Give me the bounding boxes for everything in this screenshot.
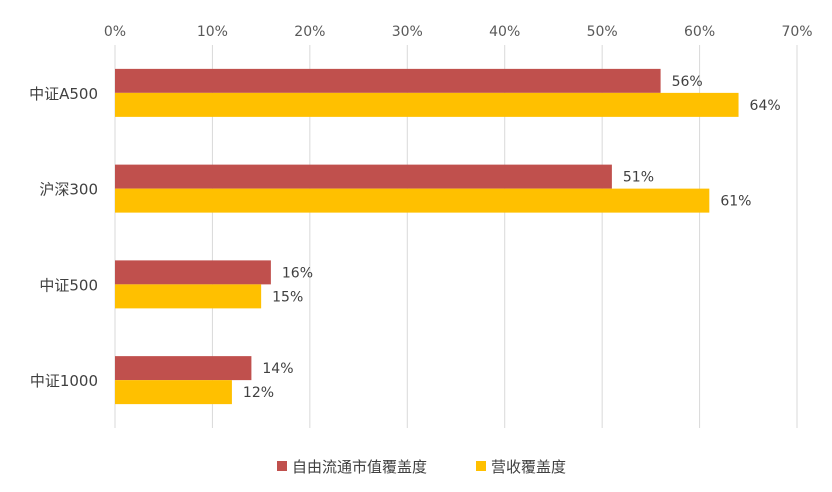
data-label: 56%: [672, 74, 703, 90]
bar: [115, 380, 232, 405]
x-tick-label: 40%: [489, 24, 520, 40]
bar: [115, 188, 710, 213]
data-label: 51%: [623, 170, 654, 186]
legend-swatch: [277, 461, 287, 471]
data-label: 12%: [243, 385, 274, 401]
x-tick-label: 70%: [781, 24, 812, 40]
legend-label: 自由流通市值覆盖度: [292, 458, 427, 476]
data-label: 16%: [282, 265, 313, 281]
legend: 自由流通市值覆盖度 营收覆盖度: [277, 458, 566, 476]
x-tick-label: 30%: [392, 24, 423, 40]
data-label: 15%: [272, 289, 303, 305]
category-label: 中证500: [39, 276, 98, 294]
x-tick-label: 20%: [294, 24, 325, 40]
x-tick-label: 10%: [197, 24, 228, 40]
bar: [115, 260, 271, 285]
x-tick-label: 0%: [104, 24, 126, 40]
data-label: 14%: [262, 361, 293, 377]
bars: 56% 64% 51% 61% 16% 15% 14% 12%: [115, 68, 781, 405]
data-label: 61%: [720, 194, 751, 210]
data-label: 64%: [750, 98, 781, 114]
bar: [115, 284, 262, 309]
bar: [115, 164, 612, 189]
category-labels: 中证A500 沪深300 中证500 中证1000: [29, 85, 98, 390]
bar: [115, 356, 252, 381]
category-label: 中证1000: [30, 372, 98, 390]
bar: [115, 92, 739, 117]
x-tick-label: 60%: [684, 24, 715, 40]
x-tick-label: 50%: [587, 24, 618, 40]
x-axis-ticks: 0% 10% 20% 30% 40% 50% 60% 70%: [104, 24, 813, 40]
bar: [115, 68, 661, 93]
category-label: 中证A500: [29, 85, 98, 103]
legend-swatch: [476, 461, 486, 471]
legend-label: 营收覆盖度: [491, 458, 566, 476]
category-label: 沪深300: [39, 181, 98, 199]
